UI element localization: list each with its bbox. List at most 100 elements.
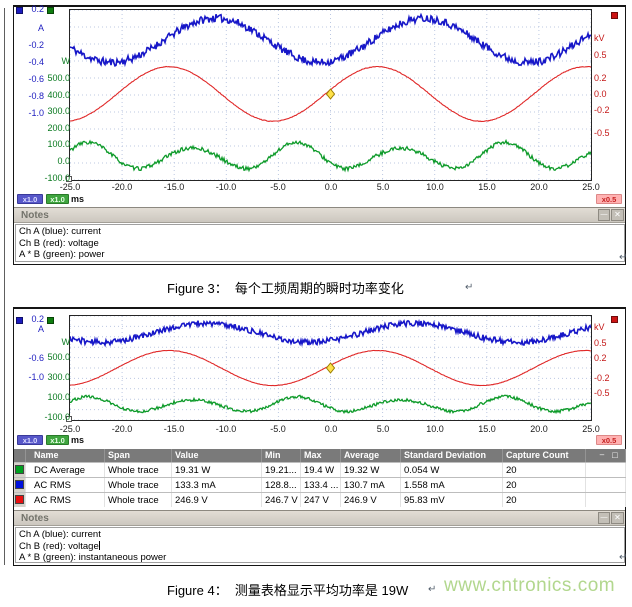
column-header-average[interactable]: Average bbox=[341, 449, 401, 462]
measurement-row[interactable]: AC RMS Whole trace 133.3 mA 128.8... 133.4 .… bbox=[14, 477, 626, 492]
x-axis-tick-label: -5.0 bbox=[270, 182, 286, 192]
x-axis-tick-label: 0.0 bbox=[324, 424, 338, 434]
channel-a-scale-badge[interactable]: x1.0 bbox=[17, 194, 43, 204]
cell-capture-count: 20 bbox=[503, 463, 586, 477]
trigger-marker[interactable] bbox=[325, 88, 336, 100]
cell-min: 246.7 V bbox=[262, 493, 301, 507]
watermark: www.cntronics.com bbox=[444, 575, 616, 596]
axis-tick-label: -0.5 bbox=[594, 128, 610, 138]
column-header-name[interactable]: Name bbox=[26, 449, 105, 462]
cell-min: 19.21... bbox=[262, 463, 301, 477]
scope-plot-area-2[interactable] bbox=[69, 315, 592, 421]
cell-value: 246.9 V bbox=[172, 493, 262, 507]
minimize-icon[interactable]: — bbox=[598, 512, 610, 524]
axis-tick-label: 500.0 bbox=[47, 352, 70, 362]
trace-power bbox=[70, 394, 591, 415]
power-axis-button[interactable] bbox=[47, 317, 54, 324]
notes-text-area-2[interactable]: Ch A (blue): current Ch B (red): voltage… bbox=[15, 527, 625, 563]
close-icon[interactable]: ✕ bbox=[611, 209, 624, 221]
table-minimize-icon[interactable]: – bbox=[599, 450, 605, 459]
power-axis-button[interactable] bbox=[47, 7, 54, 14]
axis-tick-label: -100.0 bbox=[44, 412, 70, 422]
swatch-square bbox=[15, 465, 24, 474]
axis-tick-label: -0.2 bbox=[594, 105, 610, 115]
axis-tick-label: 300.0 bbox=[47, 106, 70, 116]
paragraph-return-mark: ↵ bbox=[428, 584, 437, 595]
channel-a-scale-badge[interactable]: x1.0 bbox=[17, 435, 43, 445]
axis-top-scale-label: 0.2 bbox=[31, 4, 44, 14]
text-cursor bbox=[98, 540, 100, 550]
axis-tick-label: -1.0 bbox=[28, 372, 44, 382]
notes-title: Notes bbox=[21, 210, 49, 221]
time-unit-label: ms bbox=[71, 435, 85, 445]
axis-tick-label: -0.2 bbox=[594, 373, 610, 383]
axis-tick-label: 0.5 bbox=[594, 338, 607, 348]
trigger-marker[interactable] bbox=[325, 362, 336, 374]
cell-average: 130.7 mA bbox=[341, 478, 401, 492]
column-header-blank bbox=[586, 449, 626, 462]
x-axis-tick-label: -15.0 bbox=[163, 182, 185, 192]
column-header-capture-count[interactable]: Capture Count bbox=[503, 449, 586, 462]
scope-plot-area-1[interactable] bbox=[69, 9, 592, 181]
axis-top-scale-label: 0.2 bbox=[31, 314, 44, 324]
axis-tick-label: 0.2 bbox=[594, 353, 607, 363]
close-icon[interactable]: ✕ bbox=[611, 512, 624, 524]
notes-line: Ch B (red): voltage bbox=[19, 540, 621, 553]
x-axis-tick-label: 15.0 bbox=[478, 424, 496, 434]
axis-tick-label: -100.0 bbox=[44, 173, 70, 183]
paragraph-return-mark: ↵ bbox=[619, 552, 628, 563]
x-axis-tick-label: -25.0 bbox=[59, 182, 81, 192]
column-header-span[interactable]: Span bbox=[105, 449, 172, 462]
axis-unit-label: W bbox=[61, 337, 71, 347]
waveform-canvas-1 bbox=[69, 9, 592, 181]
cell-average: 19.32 W bbox=[341, 463, 401, 477]
x-axis-tick-label: 5.0 bbox=[376, 424, 390, 434]
cell-span: Whole trace bbox=[105, 493, 172, 507]
notes-line: Ch A (blue): current bbox=[19, 529, 101, 540]
x-axis-tick-label: -20.0 bbox=[111, 424, 133, 434]
minimize-icon[interactable]: — bbox=[598, 209, 610, 221]
channel-b-axis-button[interactable] bbox=[611, 12, 618, 19]
notes-title: Notes bbox=[21, 513, 49, 524]
channel-b-zoom-badge[interactable]: x0.5 bbox=[596, 435, 622, 445]
notes-titlebar-1: Notes bbox=[14, 207, 625, 223]
paragraph-return-mark: ↵ bbox=[619, 252, 628, 263]
axis-tick-label: 500.0 bbox=[47, 73, 70, 83]
axis-drag-handle[interactable] bbox=[66, 176, 72, 182]
cell-capture-count: 20 bbox=[503, 478, 586, 492]
axis-tick-label: 0.2 bbox=[594, 73, 607, 83]
power-scale-badge[interactable]: x1.0 bbox=[46, 194, 69, 204]
x-axis-tick-label: 0.0 bbox=[324, 182, 338, 192]
channel-b-zoom-badge[interactable]: x0.5 bbox=[596, 194, 622, 204]
column-header-blank bbox=[14, 449, 26, 462]
axis-tick-label: -1.0 bbox=[28, 108, 44, 118]
cell-blank bbox=[586, 478, 626, 492]
axis-drag-handle[interactable] bbox=[66, 416, 72, 422]
channel-a-axis-button[interactable] bbox=[16, 7, 23, 14]
column-header-value[interactable]: Value bbox=[172, 449, 262, 462]
column-header-max[interactable]: Max bbox=[301, 449, 341, 462]
power-scale-badge[interactable]: x1.0 bbox=[46, 435, 69, 445]
waveform-canvas-2 bbox=[69, 315, 592, 421]
column-header-min[interactable]: Min bbox=[262, 449, 301, 462]
measurements-table-body: DC Average Whole trace 19.31 W 19.21... 19.4… bbox=[14, 462, 626, 507]
figure3-caption: Figure 3： 每个工频周期的瞬时功率变化 bbox=[167, 281, 404, 296]
notes-line: A * B (green): power bbox=[19, 249, 105, 260]
table-restore-icon[interactable]: □ bbox=[612, 450, 618, 460]
measurement-row[interactable]: DC Average Whole trace 19.31 W 19.21... 19.4… bbox=[14, 462, 626, 477]
axis-tick-label: 100.0 bbox=[47, 392, 70, 402]
axis-tick-label: 0.0 bbox=[57, 156, 70, 166]
x-axis-tick-label: 15.0 bbox=[478, 182, 496, 192]
axis-unit-label: W bbox=[61, 56, 71, 66]
column-header-standard-deviation[interactable]: Standard Deviation bbox=[401, 449, 503, 462]
x-axis-tick-label: -20.0 bbox=[111, 182, 133, 192]
cell-name: AC RMS bbox=[26, 478, 105, 492]
cell-std-dev: 1.558 mA bbox=[401, 478, 503, 492]
notes-text-area-1[interactable]: Ch A (blue): current Ch B (red): voltage… bbox=[15, 224, 625, 262]
cell-average: 246.9 V bbox=[341, 493, 401, 507]
channel-a-axis-button[interactable] bbox=[16, 317, 23, 324]
measurement-row[interactable]: AC RMS Whole trace 246.9 V 246.7 V 247 V 246.… bbox=[14, 492, 626, 507]
channel-b-axis-button[interactable] bbox=[611, 316, 618, 323]
axis-unit-label: A bbox=[37, 23, 44, 33]
